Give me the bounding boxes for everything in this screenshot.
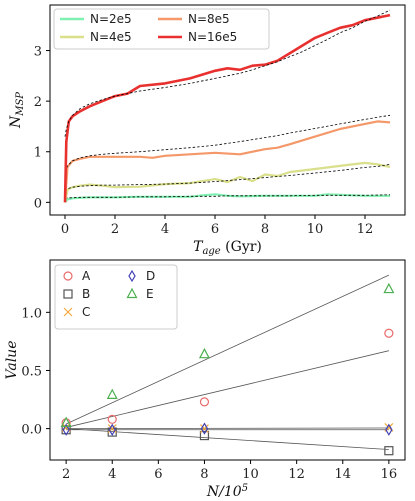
- legend-marker-B: [63, 289, 73, 299]
- y-axis-label-main: N: [8, 115, 24, 129]
- fit-line-N=4e5: [64, 164, 391, 192]
- legend-label-B: B: [82, 287, 90, 301]
- x-tick-label: 10: [242, 467, 259, 482]
- y-tick-label: 3: [34, 45, 42, 60]
- legend-marker-E: [126, 287, 138, 299]
- bottom-panel-value-vs-n: 2 4 6 8 10 12 14 16 0.0 0.5 1.0 N/105 Value ABC DE: [4, 259, 406, 500]
- point-D: [200, 422, 209, 435]
- y-tick-label: 0.5: [21, 364, 42, 379]
- point-D: [385, 423, 393, 436]
- point-A: [199, 397, 210, 407]
- plot-frame: [49, 259, 406, 461]
- x-axis-label-unit: (Gyr): [221, 239, 262, 255]
- point-E: [198, 347, 210, 359]
- point-E: [106, 388, 118, 399]
- x-tick-label: 4: [108, 467, 116, 482]
- x-tick-label: 8: [261, 222, 269, 237]
- x-axis-label-sub: age: [202, 246, 220, 257]
- fit-line-A: [66, 350, 389, 428]
- legend-label-A: A: [82, 269, 91, 283]
- legend-label-N=2e5: N=2e5: [90, 12, 132, 26]
- point-D: [108, 423, 116, 436]
- x-tick-label: 2: [111, 222, 119, 237]
- x-tick-label: 2: [62, 467, 70, 482]
- fit-line-B: [66, 428, 389, 450]
- point-A: [384, 328, 394, 338]
- legend: N=2e5 N=4e5 N=8e5 N=16e5: [53, 8, 270, 50]
- legend-label-N=8e5: N=8e5: [188, 12, 230, 26]
- series-line-N=16e5: [63, 13, 391, 203]
- legend-box: [54, 264, 178, 330]
- plot-frame: [49, 4, 406, 216]
- y-axis-label: Value: [4, 341, 20, 380]
- x-axis-label: N/105: [206, 483, 248, 500]
- x-axis-label: Tage (Gyr): [193, 239, 262, 257]
- x-axis-label-sup: 5: [242, 483, 248, 494]
- x-axis-label-main: T: [193, 239, 204, 255]
- fit-line-E: [65, 274, 390, 425]
- y-axis-label: NMSP: [8, 92, 26, 129]
- legend: ABC DE: [54, 264, 178, 330]
- y-tick-label: 0.0: [21, 423, 42, 438]
- x-tick-label: 12: [357, 222, 374, 237]
- point-A: [107, 414, 117, 424]
- y-tick-label: 0: [34, 196, 42, 211]
- legend-label-E: E: [146, 287, 154, 301]
- legend-marker-A: [63, 271, 73, 281]
- x-tick-label: 16: [381, 467, 398, 482]
- x-axis-label-main: N/10: [206, 484, 242, 500]
- x-tick-label: 8: [200, 467, 208, 482]
- x-tick-label: 10: [307, 222, 324, 237]
- point-B: [384, 446, 394, 456]
- point-E: [60, 416, 72, 427]
- x-tick-label: 6: [154, 467, 162, 482]
- x-tick-label: 0: [61, 222, 69, 237]
- legend-label-N=16e5: N=16e5: [188, 30, 237, 44]
- fit-line-N=16e5: [64, 9, 391, 137]
- fit-line-N=8e5: [64, 114, 391, 173]
- series-line-N=8e5: [63, 120, 391, 203]
- y-tick-label: 1: [34, 146, 42, 161]
- series-line-N=4e5: [63, 161, 391, 203]
- y-tick-label: 2: [34, 95, 42, 110]
- point-C: [200, 424, 209, 434]
- x-tick-label: 6: [211, 222, 219, 237]
- series-line-N=2e5: [64, 193, 390, 204]
- y-tick-label: 1.0: [21, 306, 42, 321]
- legend-label-C: C: [82, 305, 90, 319]
- legend-label-N=4e5: N=4e5: [90, 30, 132, 44]
- legend-marker-D: [128, 269, 136, 283]
- point-B: [199, 430, 210, 441]
- fit-line-C: [66, 427, 389, 430]
- x-tick-label: 12: [288, 467, 305, 482]
- x-tick-label: 4: [161, 222, 169, 237]
- y-axis-label-sub: MSP: [15, 92, 26, 117]
- legend-box: [53, 8, 270, 50]
- legend-marker-C: [63, 307, 73, 317]
- x-tick-label: 14: [334, 467, 351, 482]
- point-E: [383, 282, 395, 294]
- point-D: [62, 423, 70, 436]
- legend-label-D: D: [146, 269, 155, 283]
